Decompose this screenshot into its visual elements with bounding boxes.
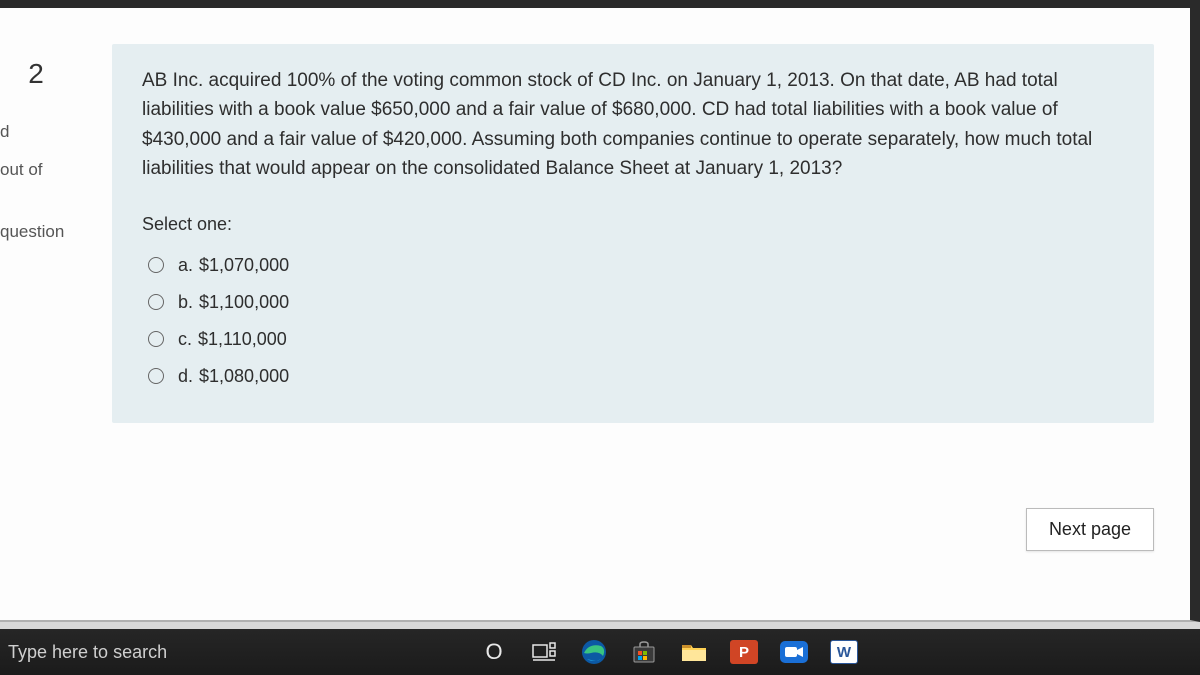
radio-icon[interactable] <box>148 368 164 384</box>
option-text: $1,080,000 <box>199 366 289 387</box>
question-sidebar: 2 d out of question <box>0 8 72 48</box>
option-letter: d. <box>178 366 193 387</box>
taskbar-search[interactable]: Type here to search <box>0 629 185 675</box>
option-d[interactable]: d. $1,080,000 <box>142 358 1124 395</box>
powerpoint-letter: P <box>739 644 749 661</box>
store-icon[interactable] <box>630 638 658 666</box>
task-view-icon[interactable] <box>530 638 558 666</box>
browser-viewport: 2 d out of question AB Inc. acquired 100… <box>0 0 1200 622</box>
windows-taskbar[interactable]: Type here to search O <box>0 629 1200 675</box>
word-letter: W <box>837 644 851 661</box>
question-number: 2 <box>0 58 72 90</box>
edge-icon[interactable] <box>580 638 608 666</box>
option-text: $1,110,000 <box>198 329 287 350</box>
option-text: $1,100,000 <box>199 292 289 313</box>
file-explorer-icon[interactable] <box>680 638 708 666</box>
powerpoint-icon[interactable]: P <box>730 638 758 666</box>
option-b[interactable]: b. $1,100,000 <box>142 284 1124 321</box>
word-icon[interactable]: W <box>830 638 858 666</box>
cortana-icon[interactable]: O <box>480 638 508 666</box>
options-list: a. $1,070,000 b. $1,100,000 c. $1,110,00… <box>142 247 1124 395</box>
select-one-label: Select one: <box>142 214 1124 235</box>
option-letter: b. <box>178 292 193 313</box>
option-letter: c. <box>178 329 192 350</box>
sidebar-label-question[interactable]: question <box>0 218 72 246</box>
radio-icon[interactable] <box>148 294 164 310</box>
search-placeholder: Type here to search <box>8 642 167 663</box>
radio-icon[interactable] <box>148 331 164 347</box>
option-a[interactable]: a. $1,070,000 <box>142 247 1124 284</box>
option-letter: a. <box>178 255 193 276</box>
taskbar-icons: O <box>480 629 858 675</box>
radio-icon[interactable] <box>148 257 164 273</box>
question-panel: AB Inc. acquired 100% of the voting comm… <box>112 44 1154 423</box>
camera-icon[interactable] <box>780 638 808 666</box>
question-text: AB Inc. acquired 100% of the voting comm… <box>142 66 1124 184</box>
option-text: $1,070,000 <box>199 255 289 276</box>
sidebar-label-d: d <box>0 118 72 146</box>
next-page-button[interactable]: Next page <box>1026 508 1154 551</box>
sidebar-label-outof: out of <box>0 156 72 184</box>
option-c[interactable]: c. $1,110,000 <box>142 321 1124 358</box>
